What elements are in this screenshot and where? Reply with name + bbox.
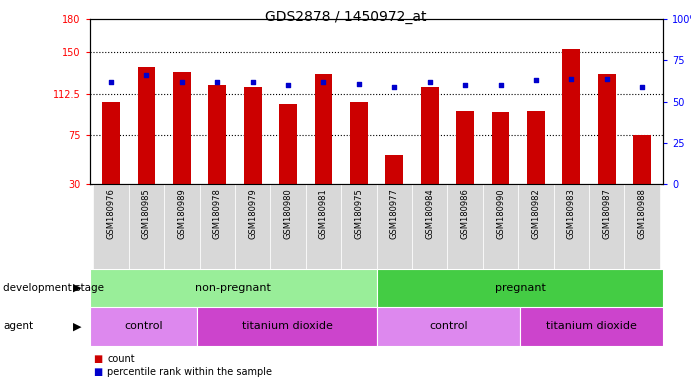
Bar [209,85,226,184]
Point [636,84,647,90]
Point [353,81,364,87]
Text: GSM180983: GSM180983 [567,189,576,239]
Text: GSM180978: GSM180978 [213,189,222,239]
Point [211,79,223,85]
Bar [138,66,155,184]
Bar [306,184,341,269]
Bar [93,184,129,269]
Bar [447,184,483,269]
Text: development stage: development stage [3,283,104,293]
Bar [244,88,261,184]
Point [141,72,152,78]
Text: ■: ■ [93,367,102,377]
Bar [198,307,377,346]
Bar [341,184,377,269]
Text: GSM180986: GSM180986 [461,189,470,239]
Bar [553,184,589,269]
Bar [518,184,553,269]
Point [424,79,435,85]
Text: pregnant: pregnant [495,283,545,293]
Point [283,82,294,88]
Bar [314,74,332,184]
Bar [90,307,198,346]
Text: GSM180987: GSM180987 [603,189,612,239]
Text: GSM180980: GSM180980 [283,189,292,239]
Text: agent: agent [3,321,34,331]
Text: non-pregnant: non-pregnant [196,283,271,293]
Bar [164,184,200,269]
Text: GSM180975: GSM180975 [354,189,363,239]
Point [247,79,258,85]
Bar [90,269,377,307]
Text: GSM180990: GSM180990 [496,189,505,239]
Bar [279,104,297,184]
Point [531,77,542,83]
Point [389,84,400,90]
Bar [483,184,518,269]
Bar [598,74,616,184]
Bar [412,184,447,269]
Bar [200,184,235,269]
Point [601,76,612,82]
Text: control: control [429,321,468,331]
Text: GSM180977: GSM180977 [390,189,399,239]
Bar [625,184,660,269]
Text: GDS2878 / 1450972_at: GDS2878 / 1450972_at [265,10,426,23]
Text: titanium dioxide: titanium dioxide [546,321,637,331]
Point [460,82,471,88]
Bar [520,307,663,346]
Bar [270,184,306,269]
Text: titanium dioxide: titanium dioxide [242,321,332,331]
Bar [377,184,412,269]
Text: ▶: ▶ [73,283,82,293]
Text: count: count [107,354,135,364]
Bar [456,111,474,184]
Point [318,79,329,85]
Bar [589,184,625,269]
Text: GSM180984: GSM180984 [425,189,434,239]
Text: control: control [124,321,163,331]
Bar [129,184,164,269]
Bar [421,88,439,184]
Bar [377,269,663,307]
Bar [350,102,368,184]
Text: GSM180981: GSM180981 [319,189,328,239]
Text: GSM180989: GSM180989 [178,189,187,239]
Bar [102,102,120,184]
Text: GSM180979: GSM180979 [248,189,257,239]
Text: GSM180988: GSM180988 [638,189,647,239]
Point [566,76,577,82]
Bar [633,135,651,184]
Bar [492,112,509,184]
Bar [527,111,545,184]
Text: ■: ■ [93,354,102,364]
Bar [377,307,520,346]
Text: GSM180976: GSM180976 [106,189,115,239]
Text: percentile rank within the sample: percentile rank within the sample [107,367,272,377]
Text: GSM180985: GSM180985 [142,189,151,239]
Text: ▶: ▶ [73,321,82,331]
Bar [173,72,191,184]
Bar [235,184,270,269]
Bar [562,49,580,184]
Point [176,79,187,85]
Text: GSM180982: GSM180982 [531,189,540,239]
Point [495,82,506,88]
Point [106,79,117,85]
Bar [386,155,403,184]
